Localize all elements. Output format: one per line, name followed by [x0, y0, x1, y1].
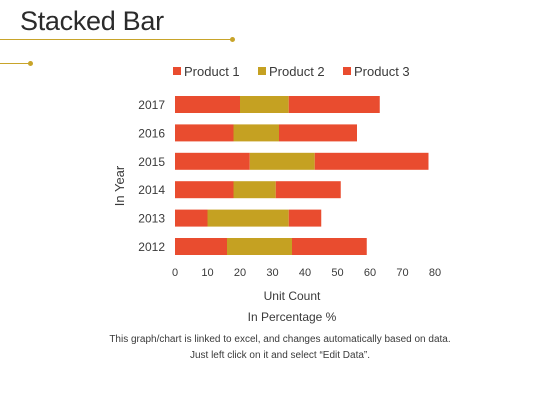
- x-tick-label: 20: [234, 267, 246, 279]
- x-tick-label: 60: [364, 267, 376, 279]
- bar-2015-series-2: [249, 152, 315, 170]
- secondary-line-dot: [28, 61, 33, 66]
- bar-2015-series-1: [175, 152, 250, 170]
- x-tick-label: 80: [429, 267, 441, 279]
- bar-2015-series-3: [314, 152, 429, 170]
- y-tick-label: 2014: [138, 183, 165, 197]
- bar-2012-series-2: [227, 238, 292, 255]
- slide-title: Stacked Bar: [20, 6, 164, 36]
- bar-2012-series-3: [292, 238, 367, 255]
- secondary-line: [0, 63, 30, 64]
- x-axis-subtitle: In Percentage %: [248, 310, 337, 324]
- legend-swatch: [258, 67, 266, 75]
- y-axis-labels: 2017 2016 2015 2014 2013 2012: [138, 98, 165, 254]
- x-tick-label: 10: [201, 267, 213, 279]
- y-tick-label: 2015: [138, 155, 165, 169]
- bar-2014-series-2: [233, 181, 276, 199]
- chart-legend: Product 1 Product 2 Product 3: [173, 64, 410, 79]
- y-tick-label: 2017: [138, 98, 165, 112]
- x-tick-label: 30: [266, 267, 278, 279]
- title-underline: [0, 39, 232, 40]
- x-tick-label: 50: [331, 267, 343, 279]
- legend-swatch: [343, 67, 351, 75]
- bar-2017-series-2: [240, 96, 289, 113]
- legend-label: Product 2: [269, 64, 325, 79]
- bar-2016-series-3: [279, 124, 357, 142]
- bar-2016-series-2: [233, 124, 279, 142]
- bar-2014-series-1: [175, 181, 234, 199]
- chart-caption: This graph/chart is linked to excel, and…: [109, 334, 451, 361]
- bar-2014-series-3: [275, 181, 341, 199]
- x-tick-label: 0: [172, 267, 178, 279]
- y-tick-label: 2013: [138, 212, 165, 226]
- bar-2017-series-3: [288, 96, 380, 113]
- x-tick-label: 40: [299, 267, 311, 279]
- y-tick-label: 2012: [138, 240, 165, 254]
- title-underline-dot: [230, 37, 235, 42]
- bar-2017-series-1: [175, 96, 240, 113]
- bar-2016-series-1: [175, 124, 234, 142]
- x-tick-label: 70: [396, 267, 408, 279]
- legend-label: Product 3: [354, 64, 410, 79]
- legend-swatch: [173, 67, 181, 75]
- legend-label: Product 1: [184, 64, 240, 79]
- y-axis-title: In Year: [112, 165, 127, 206]
- y-tick-label: 2016: [138, 126, 165, 140]
- bar-2013-series-2: [207, 209, 289, 227]
- bar-2012-series-1: [175, 238, 227, 255]
- chart-bars: [175, 96, 429, 255]
- x-axis-labels: 0 10 20 30 40 50 60 70 80: [172, 267, 441, 279]
- x-axis-title: Unit Count: [264, 289, 321, 303]
- bar-2013-series-1: [175, 209, 208, 227]
- bar-2013-series-3: [288, 209, 322, 227]
